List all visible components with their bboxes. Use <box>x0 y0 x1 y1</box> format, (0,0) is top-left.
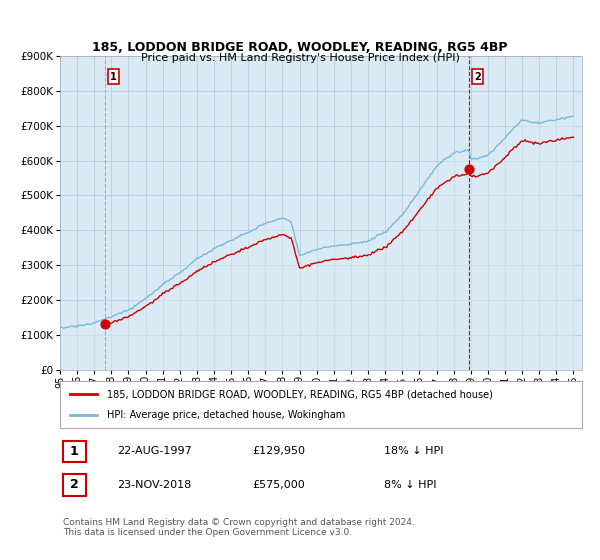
Text: 18% ↓ HPI: 18% ↓ HPI <box>384 446 443 456</box>
Text: 22-AUG-1997: 22-AUG-1997 <box>117 446 192 456</box>
Text: 2: 2 <box>70 478 79 492</box>
Text: 1: 1 <box>70 445 79 458</box>
Text: 1: 1 <box>110 72 117 82</box>
Text: 185, LODDON BRIDGE ROAD, WOODLEY, READING, RG5 4BP: 185, LODDON BRIDGE ROAD, WOODLEY, READIN… <box>92 41 508 54</box>
Text: HPI: Average price, detached house, Wokingham: HPI: Average price, detached house, Woki… <box>107 410 345 420</box>
Text: £575,000: £575,000 <box>252 480 305 490</box>
Text: Price paid vs. HM Land Registry's House Price Index (HPI): Price paid vs. HM Land Registry's House … <box>140 53 460 63</box>
Text: £129,950: £129,950 <box>252 446 305 456</box>
Point <box>100 320 110 329</box>
Text: Contains HM Land Registry data © Crown copyright and database right 2024.
This d: Contains HM Land Registry data © Crown c… <box>63 518 415 538</box>
Text: 185, LODDON BRIDGE ROAD, WOODLEY, READING, RG5 4BP (detached house): 185, LODDON BRIDGE ROAD, WOODLEY, READIN… <box>107 389 493 399</box>
Text: 8% ↓ HPI: 8% ↓ HPI <box>384 480 437 490</box>
Text: 23-NOV-2018: 23-NOV-2018 <box>117 480 191 490</box>
Text: 2: 2 <box>474 72 481 82</box>
Point <box>464 165 474 174</box>
